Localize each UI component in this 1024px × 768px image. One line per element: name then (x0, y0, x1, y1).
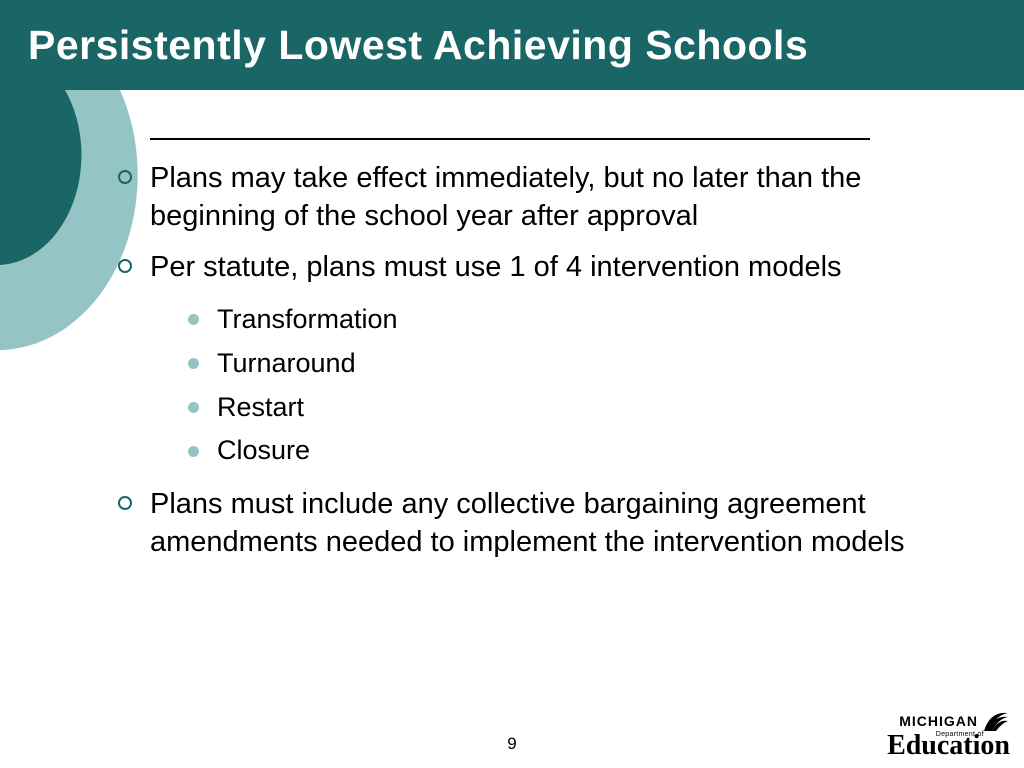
sub-dot-icon (188, 446, 199, 457)
bullet-text: Plans must include any collective bargai… (150, 486, 988, 561)
title-bar: Persistently Lowest Achieving Schools (0, 0, 1024, 90)
sub-text: Transformation (217, 301, 398, 339)
bullet-ring-icon (118, 496, 132, 510)
sub-item: Closure (188, 432, 988, 470)
logo-state-text: MICHIGAN (899, 714, 978, 728)
sub-text: Closure (217, 432, 310, 470)
sub-dot-icon (188, 314, 199, 325)
bullet-item: Plans must include any collective bargai… (118, 486, 988, 561)
slide-title: Persistently Lowest Achieving Schools (0, 22, 808, 69)
sub-dot-icon (188, 358, 199, 369)
page-number: 9 (0, 734, 1024, 754)
logo-education-text: Education (887, 732, 1010, 760)
slide: Persistently Lowest Achieving Schools Pl… (0, 0, 1024, 768)
bullet-item: Plans may take effect immediately, but n… (118, 160, 988, 235)
bullet-text: Per statute, plans must use 1 of 4 inter… (150, 249, 842, 287)
bullet-text: Plans may take effect immediately, but n… (150, 160, 988, 235)
sub-item: Transformation (188, 301, 988, 339)
sub-text: Restart (217, 389, 304, 427)
sub-item: Turnaround (188, 345, 988, 383)
sub-item: Restart (188, 389, 988, 427)
bullet-item: Per statute, plans must use 1 of 4 inter… (118, 249, 988, 287)
sub-text: Turnaround (217, 345, 356, 383)
sub-list: Transformation Turnaround Restart Closur… (188, 301, 988, 470)
sub-dot-icon (188, 402, 199, 413)
bullet-ring-icon (118, 259, 132, 273)
michigan-education-logo: MICHIGAN Department of Education (887, 709, 1010, 760)
content-area: Plans may take effect immediately, but n… (118, 160, 988, 576)
horizontal-divider (150, 138, 870, 140)
bullet-ring-icon (118, 170, 132, 184)
